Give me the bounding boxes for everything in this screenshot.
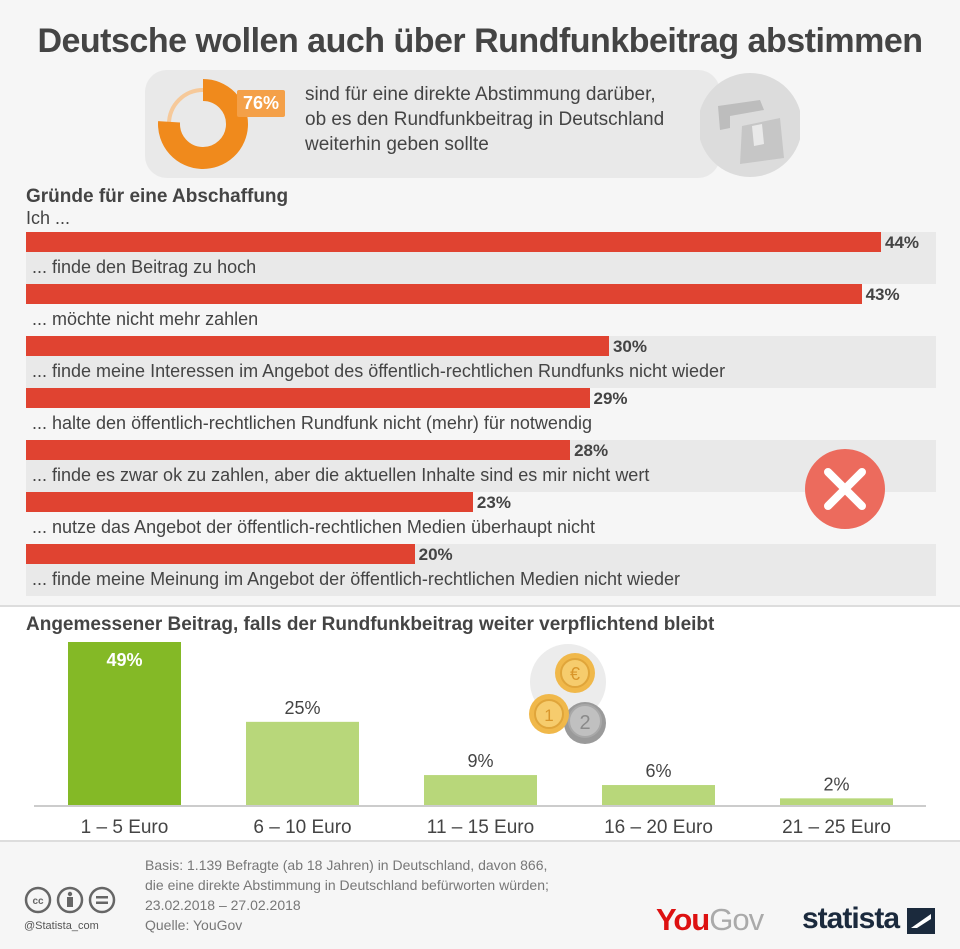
contribution-bar: [602, 785, 715, 805]
cross-icon: [805, 449, 885, 529]
reason-bar: [26, 284, 862, 304]
callout-text: sind für eine direkte Abstimmung darüber…: [305, 82, 664, 157]
statista-logo-text: statista: [802, 902, 900, 935]
svg-text:cc: cc: [32, 896, 44, 907]
contribution-value-label: 6%: [645, 761, 671, 781]
basis-line: 23.02.2018 – 27.02.2018: [145, 897, 301, 913]
yougov-logo-you: You: [656, 902, 710, 937]
reason-value-label: 29%: [593, 389, 628, 408]
svg-text:1: 1: [544, 706, 553, 725]
reason-bar: [26, 544, 415, 564]
reason-value-label: 44%: [885, 233, 920, 252]
yougov-logo-gov: Gov: [709, 902, 764, 937]
donut-chart-icon: [158, 79, 248, 169]
contribution-section-title: Angemessener Beitrag, falls der Rundfunk…: [26, 614, 715, 635]
reason-value-label: 30%: [612, 337, 647, 356]
reason-label: ... finde den Beitrag zu hoch: [32, 257, 257, 277]
infographic-title: Deutsche wollen auch über Rundfunkbeitra…: [37, 22, 923, 60]
reasons-bar-chart: 44% ... finde den Beitrag zu hoch 43% ... m…: [26, 232, 936, 596]
reason-label: ... finde es zwar ok zu zahlen, aber die…: [32, 465, 650, 485]
statista-handle: @Statista_com: [24, 920, 99, 932]
basis-line: die eine direkte Abstimmung in Deutschla…: [145, 877, 549, 893]
reason-row: 28% ... finde es zwar ok zu zahlen, aber …: [26, 440, 936, 492]
reason-value-label: 20%: [418, 545, 453, 564]
reason-row: 44% ... finde den Beitrag zu hoch: [26, 232, 936, 284]
reason-row: 23% ... nutze das Angebot der öffentlich-…: [26, 492, 936, 544]
creative-commons-icons: cc: [24, 886, 116, 914]
contribution-bar: [780, 798, 893, 805]
reason-label: ... halte den öffentlich-rechtlichen Run…: [32, 413, 592, 433]
coins-icon: € 2 1: [529, 644, 606, 744]
contribution-value-label: 9%: [467, 751, 493, 771]
reason-row: 29%... halte den öffentlich-rechtlichen …: [26, 388, 936, 440]
reason-bar: [26, 232, 881, 252]
contribution-category-label: 16 – 20 Euro: [604, 817, 713, 838]
attribution-icon: [56, 886, 84, 914]
callout-line: ob es den Rundfunkbeitrag in Deutschland: [305, 109, 665, 130]
ballot-box-icon: [700, 73, 800, 177]
reason-bar: [26, 440, 571, 460]
cc-icon: cc: [24, 886, 52, 914]
callout-line: weiterhin geben sollte: [305, 134, 489, 155]
callout-percent-badge: 76%: [237, 90, 286, 117]
yougov-logo: YouGov: [656, 902, 764, 938]
reason-label: ... finde meine Interessen im Angebot de…: [32, 361, 726, 381]
no-derivatives-icon: [88, 886, 116, 914]
contribution-bar-chart: € 2 1 49% 1 – 5 Euro 25% 6 – 10 Euro 9% 11 – …: [34, 642, 926, 838]
reason-label: ... nutze das Angebot der öffentlich-rec…: [32, 517, 596, 537]
reasons-section-subtitle: Ich ...: [26, 208, 71, 228]
reasons-section-title: Gründe für eine Abschaffung: [26, 186, 289, 207]
reason-label: ... finde meine Meinung im Angebot der ö…: [32, 569, 681, 589]
reason-bar: [26, 336, 609, 356]
reason-value-label: 28%: [574, 441, 609, 460]
contribution-category-label: 11 – 15 Euro: [427, 817, 534, 838]
reason-label: ... möchte nicht mehr zahlen: [32, 309, 259, 329]
basis-line: Basis: 1.139 Befragte (ab 18 Jahren) in …: [145, 857, 548, 873]
donut-arc: [158, 79, 248, 169]
reason-row: 30% ... finde meine Interessen im Angebot…: [26, 336, 936, 388]
basis-note: Basis: 1.139 Befragte (ab 18 Jahren) in …: [145, 855, 549, 915]
contribution-category-label: 1 – 5 Euro: [81, 817, 169, 838]
reason-value-label: 43%: [865, 285, 900, 304]
section-divider: [0, 605, 960, 607]
source-note: Quelle: YouGov: [145, 917, 243, 933]
reason-bar: [26, 388, 590, 408]
svg-text:€: €: [570, 664, 580, 684]
contribution-value-label: 2%: [823, 774, 849, 794]
contribution-bar: [424, 775, 537, 805]
footer-divider: [0, 840, 960, 842]
reason-row: 43% ... möchte nicht mehr zahlen: [26, 284, 936, 336]
reason-value-label: 23%: [476, 493, 511, 512]
contribution-value-label: 49%: [106, 650, 142, 670]
contribution-category-label: 6 – 10 Euro: [253, 817, 351, 838]
callout-box: 76% sind für eine direkte Abstimmung dar…: [145, 70, 720, 178]
reason-bar: [26, 492, 473, 512]
callout-line: sind für eine direkte Abstimmung darüber…: [305, 84, 656, 105]
svg-text:2: 2: [579, 712, 590, 734]
contribution-category-label: 21 – 25 Euro: [782, 817, 891, 838]
contribution-value-label: 25%: [284, 698, 320, 718]
contribution-bar: [68, 642, 181, 805]
reason-row: 20% ... finde meine Meinung im Angebot de…: [26, 544, 936, 596]
contribution-bar: [246, 721, 359, 805]
statista-logo-icon: [907, 908, 935, 934]
